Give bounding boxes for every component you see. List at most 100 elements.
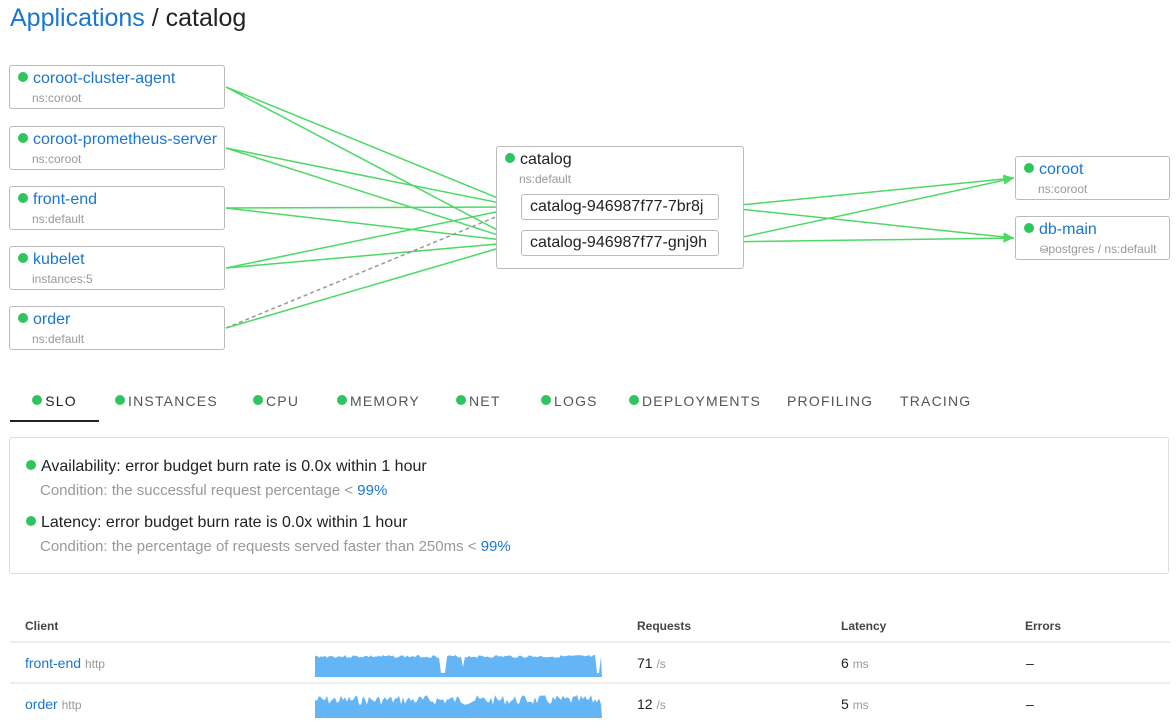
tab-slo[interactable]: SLO	[10, 386, 99, 422]
column-latency[interactable]: Latency	[841, 619, 887, 633]
status-ok-icon	[253, 395, 263, 405]
slo-target-link[interactable]: 99%	[357, 482, 388, 499]
column-errors[interactable]: Errors	[1025, 619, 1062, 633]
instance-node[interactable]: catalog-946987f77-gnj9h	[521, 230, 719, 256]
status-ok-icon	[18, 72, 28, 82]
dependency-graph-edges	[225, 86, 1015, 329]
node-namespace: ns:coroot	[1038, 182, 1088, 196]
status-ok-icon	[18, 193, 28, 203]
status-ok-icon	[1024, 223, 1034, 233]
status-ok-icon	[456, 395, 466, 405]
dependency-edge	[719, 206, 1015, 242]
sparkline-area	[315, 695, 602, 718]
tab-label: MEMORY	[350, 393, 420, 409]
slo-panel: Availability: error budget burn rate is …	[9, 437, 1169, 574]
dependency-edge	[225, 147, 521, 244]
slo-availability: Availability: error budget burn rate is …	[26, 458, 427, 476]
node-name[interactable]: coroot-prometheus-server	[33, 131, 218, 148]
breadcrumb: Applications / catalog	[10, 4, 246, 33]
dependency-edge	[225, 204, 521, 269]
target-node[interactable]: db-main ⛁postgres / ns:default	[1015, 216, 1170, 260]
dependency-edge	[225, 147, 521, 210]
unit: ms	[852, 698, 869, 712]
tab-bar: SLO INSTANCES CPU MEMORY NET LOGS DEPLOY…	[10, 386, 1170, 422]
tab-label: DEPLOYMENTS	[642, 393, 761, 409]
source-node[interactable]: coroot-cluster-agent ns:coroot	[9, 65, 225, 109]
status-ok-icon	[18, 253, 28, 263]
status-ok-icon	[18, 313, 28, 323]
sparkline-area	[315, 655, 602, 677]
unit: /s	[656, 698, 666, 712]
status-ok-icon	[115, 395, 125, 405]
table-row: front-end http 71 /s 6 ms –	[10, 641, 1170, 683]
tab-label: PROFILING	[787, 393, 874, 409]
node-name[interactable]: db-main	[1039, 221, 1097, 238]
node-name[interactable]: kubelet	[33, 251, 85, 268]
tab-instances[interactable]: INSTANCES	[115, 386, 218, 420]
status-ok-icon	[32, 395, 43, 405]
slo-text: Availability: error budget burn rate is …	[41, 458, 427, 475]
dependency-edge	[225, 86, 521, 208]
status-ok-icon	[629, 395, 639, 405]
source-node[interactable]: front-end ns:default	[9, 186, 225, 230]
tab-logs[interactable]: LOGS	[541, 386, 598, 420]
node-name[interactable]: order	[33, 311, 71, 328]
source-node[interactable]: kubelet instances:5	[9, 246, 225, 290]
dependency-edge	[225, 206, 521, 329]
status-ok-icon	[505, 153, 515, 163]
tab-label: SLO	[45, 393, 77, 409]
node-namespace: instances:5	[32, 272, 93, 286]
node-name[interactable]: coroot-cluster-agent	[33, 70, 176, 87]
status-ok-icon	[26, 516, 36, 526]
status-ok-icon	[1024, 163, 1034, 173]
tab-cpu[interactable]: CPU	[253, 386, 299, 420]
page-title: catalog	[165, 4, 247, 32]
latency-value: 6	[841, 655, 849, 671]
node-name[interactable]: front-end	[33, 191, 98, 208]
slo-text: Latency: error budget burn rate is 0.0x …	[41, 514, 408, 531]
tab-net[interactable]: NET	[456, 386, 501, 420]
status-ok-icon	[541, 395, 551, 405]
app-node-catalog: catalog ns:default catalog-946987f77-7br…	[496, 146, 744, 269]
column-client[interactable]: Client	[25, 619, 59, 633]
tab-label: INSTANCES	[128, 393, 218, 409]
condition-text: Condition: the percentage of requests se…	[40, 538, 481, 555]
condition-text: Condition: the successful request percen…	[40, 482, 358, 499]
dependency-edge	[225, 86, 521, 243]
node-namespace: ns:default	[32, 332, 85, 346]
client-link[interactable]: front-end	[25, 655, 82, 671]
slo-condition: Condition: the percentage of requests se…	[40, 538, 511, 555]
requests-value: 12	[637, 696, 653, 712]
column-requests[interactable]: Requests	[637, 619, 692, 633]
tab-deployments[interactable]: DEPLOYMENTS	[629, 386, 761, 420]
errors-value: –	[1026, 655, 1034, 671]
dependency-edge	[225, 240, 521, 329]
slo-condition: Condition: the successful request percen…	[40, 482, 387, 499]
dependency-edge	[719, 175, 1015, 243]
target-node[interactable]: coroot ns:coroot	[1015, 156, 1170, 200]
tab-tracing[interactable]: TRACING	[900, 386, 971, 420]
tab-label: TRACING	[900, 393, 972, 409]
breadcrumb-applications-link[interactable]: Applications	[10, 4, 145, 32]
client-link[interactable]: order	[25, 696, 58, 712]
tab-memory[interactable]: MEMORY	[337, 386, 420, 420]
node-namespace: postgres / ns:default	[1048, 242, 1157, 256]
tab-label: CPU	[266, 393, 300, 409]
status-ok-icon	[18, 133, 28, 143]
node-name[interactable]: coroot	[1039, 161, 1084, 178]
protocol: http	[84, 657, 105, 671]
node-name: catalog	[520, 151, 572, 168]
node-namespace: ns:coroot	[32, 91, 82, 105]
tab-profiling[interactable]: PROFILING	[787, 386, 873, 420]
slo-target-link[interactable]: 99%	[480, 538, 511, 555]
source-node[interactable]: order ns:default	[9, 306, 225, 350]
source-node[interactable]: coroot-prometheus-server ns:coroot	[9, 126, 225, 170]
instance-node[interactable]: catalog-946987f77-7br8j	[521, 194, 719, 220]
tab-label: LOGS	[554, 393, 598, 409]
dependency-edge	[719, 233, 1015, 243]
latency-value: 5	[841, 696, 849, 712]
node-namespace: ns:default	[519, 172, 572, 186]
breadcrumb-separator: /	[144, 4, 166, 32]
protocol: http	[61, 698, 82, 712]
errors-value: –	[1026, 696, 1034, 712]
